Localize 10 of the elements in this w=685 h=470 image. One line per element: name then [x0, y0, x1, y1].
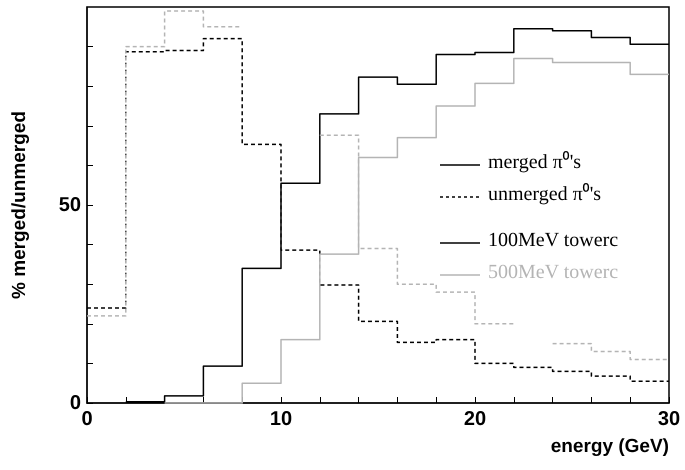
annotation: merged π⁰'s [488, 150, 582, 173]
annotation: 100MeV towerc [488, 229, 618, 251]
x-tick-label: 20 [464, 408, 486, 430]
x-tick-label: 30 [658, 408, 680, 430]
annotation: unmerged π⁰'s [488, 182, 602, 205]
y-axis-title: % merged/unmerged [9, 111, 30, 299]
y-tick-label: 50 [58, 194, 81, 216]
annotation: 500MeV towerc [488, 261, 618, 283]
x-axis-title: energy (GeV) [550, 436, 669, 457]
x-tick-label: 10 [270, 408, 292, 430]
